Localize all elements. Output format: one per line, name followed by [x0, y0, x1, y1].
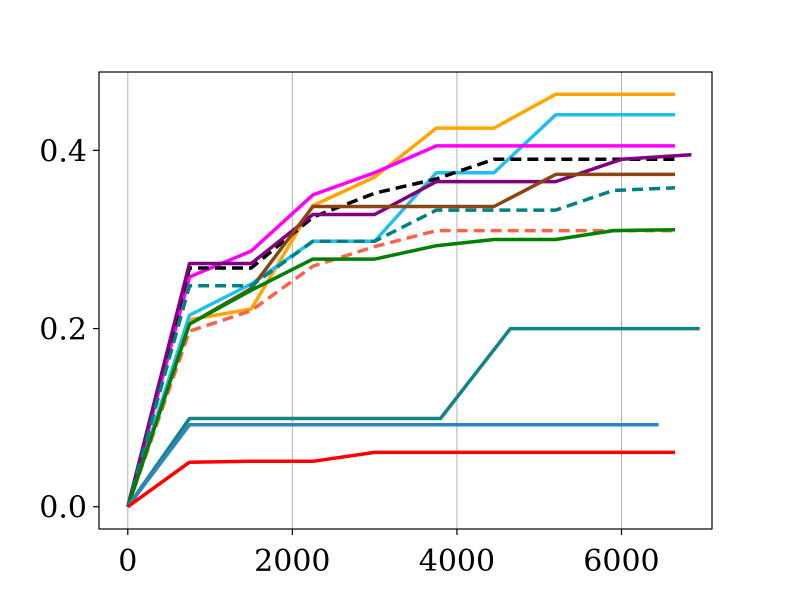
series-line-7: [126, 186, 676, 508]
y-axis-ticks: 0.0 0.2 0.4: [39, 134, 99, 526]
x-tick-label: 2000: [254, 544, 330, 579]
x-tick-label: 4000: [419, 544, 495, 579]
series-line-6: [126, 172, 675, 508]
y-tick-label: 0.4: [39, 134, 87, 169]
x-axis-ticks: 0 2000 4000 6000: [118, 529, 660, 579]
plot-frame: [98, 71, 713, 530]
series-line-5: [126, 153, 692, 508]
series-line-8: [126, 228, 675, 508]
series-line-11: [126, 423, 659, 508]
series-line-9: [126, 227, 676, 508]
series-line-4: [126, 157, 675, 508]
series-line-1: [126, 92, 675, 508]
y-tick-label: 0.0: [39, 491, 87, 526]
x-tick-label: 6000: [583, 544, 659, 579]
series-line-10: [126, 326, 700, 508]
x-tick-label: 0: [118, 544, 137, 579]
y-tick-label: 0.2: [39, 313, 87, 348]
series-lines: [126, 92, 700, 509]
series-line-12: [126, 450, 675, 509]
